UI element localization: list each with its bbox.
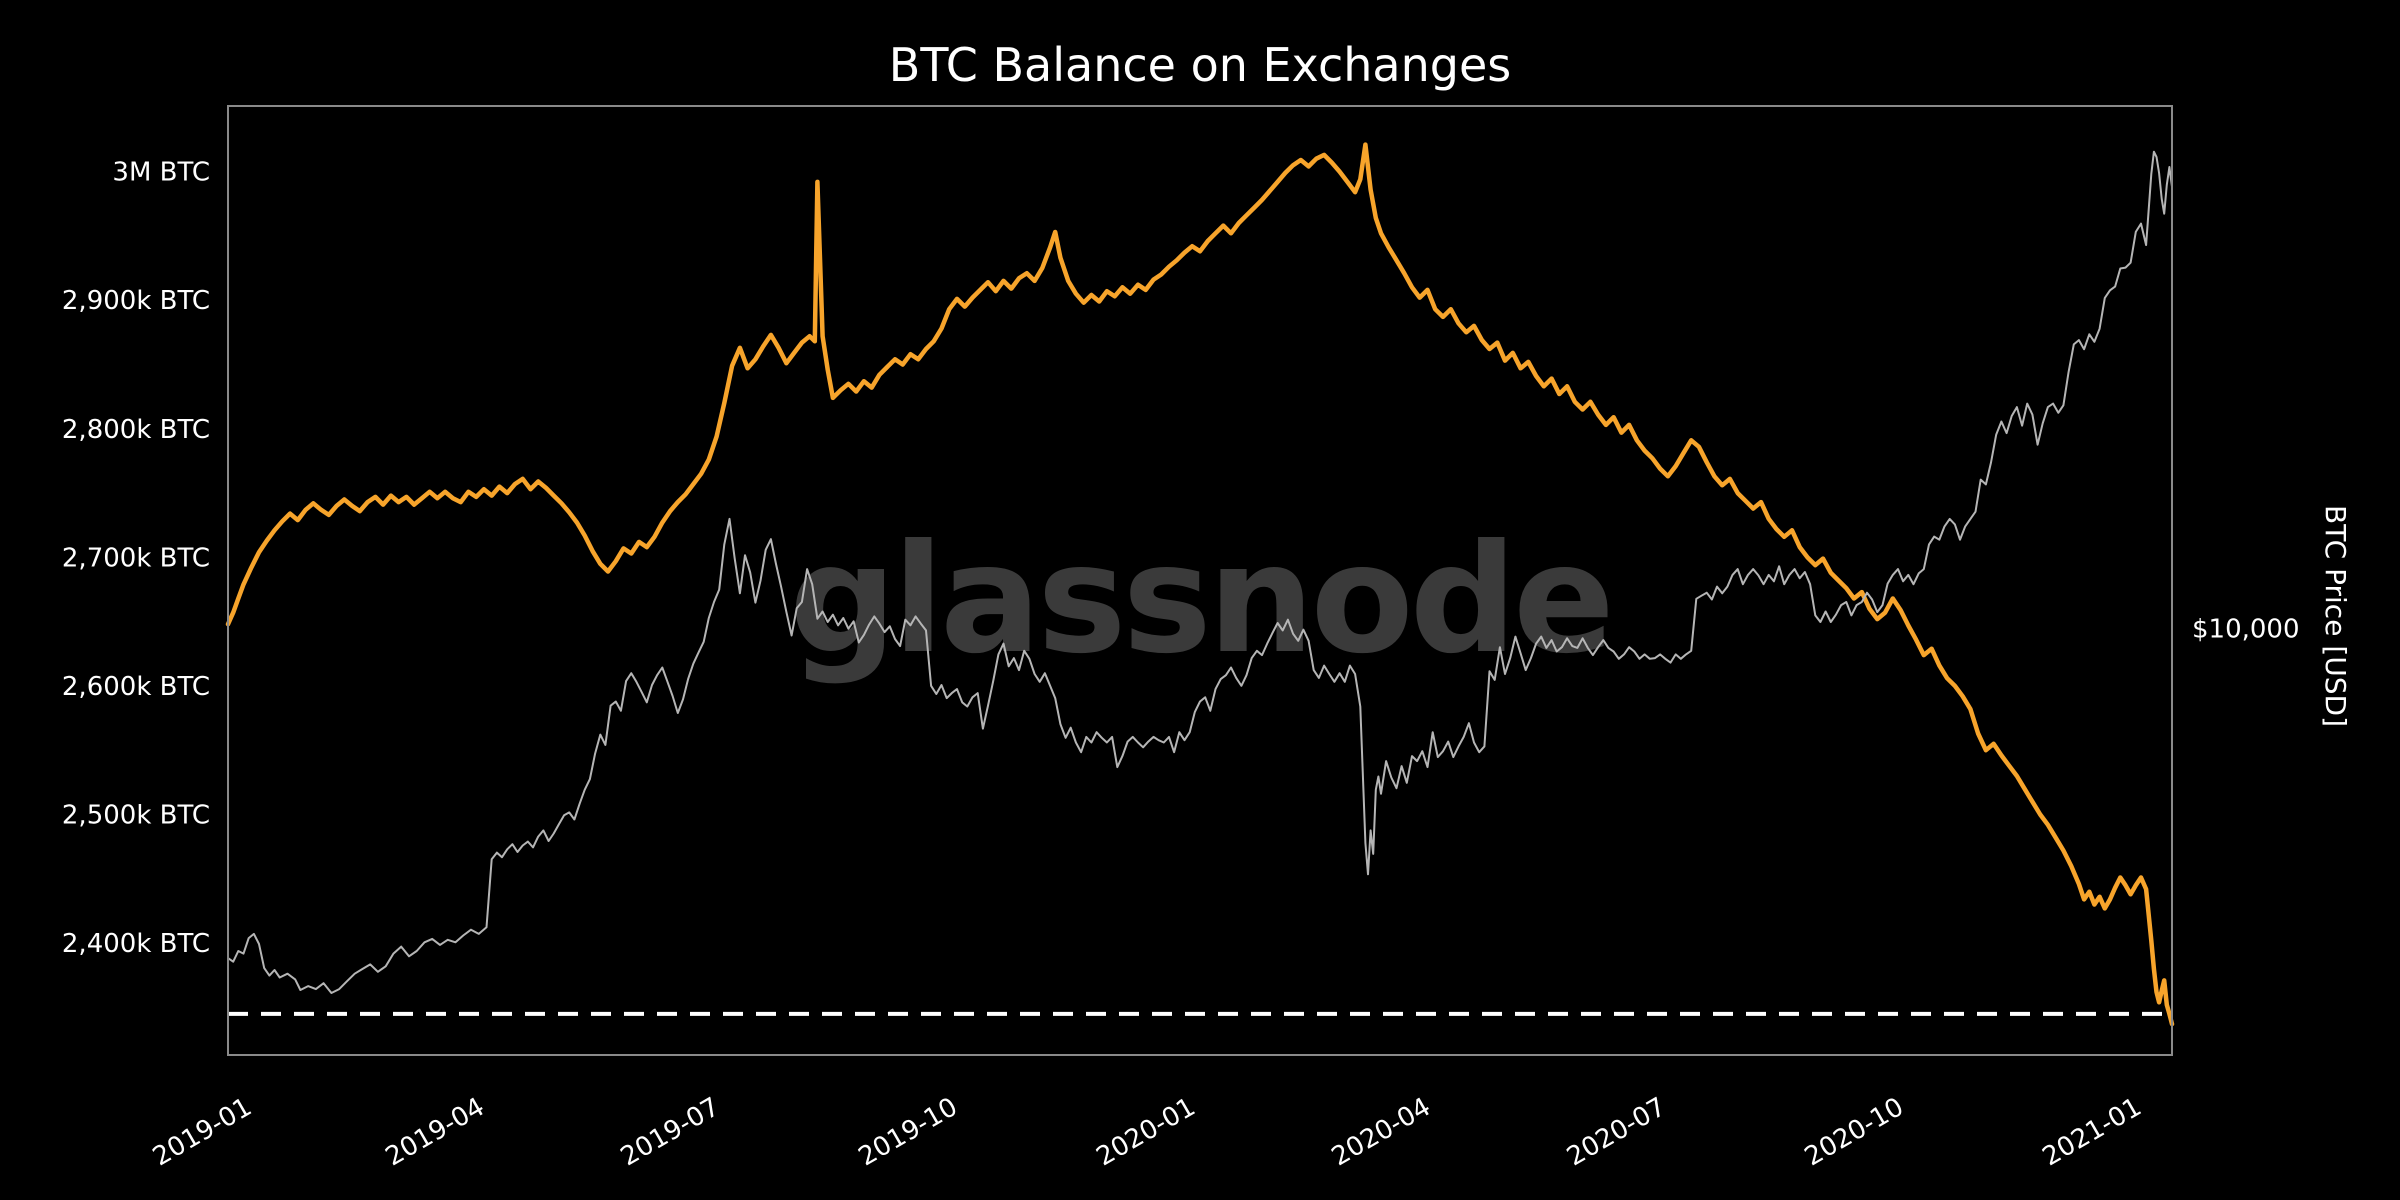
x-axis-tick-label: 2021-01 xyxy=(2038,1092,2147,1172)
y-axis-tick-label: 2,400k BTC xyxy=(62,929,210,959)
x-axis-tick-label: 2020-07 xyxy=(1562,1092,1671,1172)
y-axis-tick-label: 2,900k BTC xyxy=(62,286,210,316)
price-axis-tick-label: $10,000 xyxy=(2192,614,2300,644)
x-axis-tick-label: 2019-10 xyxy=(854,1092,963,1172)
x-axis-tick-label: 2020-10 xyxy=(1800,1092,1909,1172)
y-axis-tick-label: 2,800k BTC xyxy=(62,415,210,445)
y-axis-tick-label: 2,500k BTC xyxy=(62,801,210,831)
x-axis-tick-label: 2019-04 xyxy=(381,1092,490,1172)
x-axis-tick-label: 2019-07 xyxy=(616,1092,725,1172)
x-axis-tick-label: 2020-01 xyxy=(1092,1092,1201,1172)
y-axis-tick-label: 2,700k BTC xyxy=(62,543,210,573)
y-axis-tick-label: 2,600k BTC xyxy=(62,672,210,702)
balance-series-line xyxy=(225,142,2175,1027)
y-axis-tick-label: 3M BTC xyxy=(112,158,210,188)
x-axis-tick-label: 2020-04 xyxy=(1327,1092,1436,1172)
price-series-line xyxy=(227,150,2173,994)
right-axis-title: BTC Price [USD] xyxy=(2319,505,2352,728)
x-axis-tick-label: 2019-01 xyxy=(148,1092,257,1172)
chart-title: BTC Balance on Exchanges xyxy=(888,38,1512,92)
plot-border xyxy=(227,105,2173,1056)
